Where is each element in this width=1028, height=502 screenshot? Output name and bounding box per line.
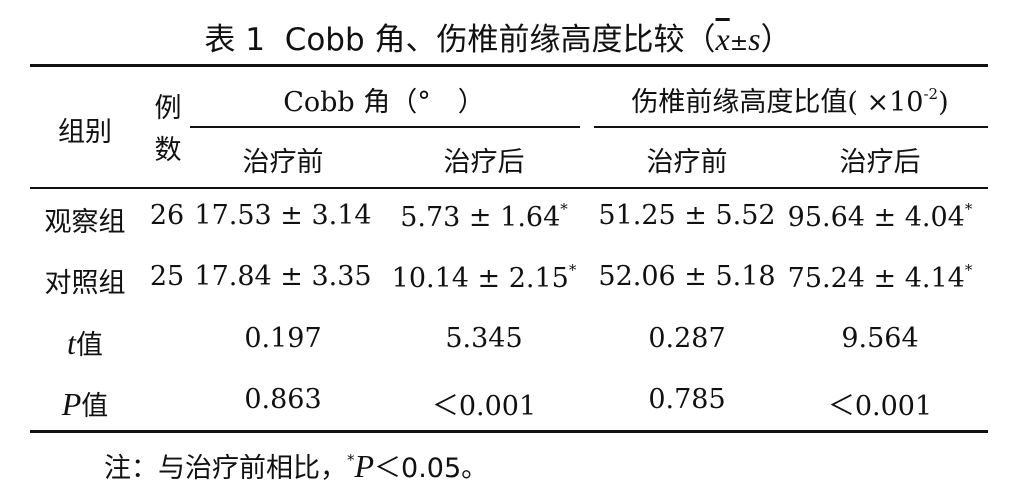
header-rule: [30, 187, 988, 189]
cell: 17.84 ± 3.35: [194, 261, 371, 292]
cell-sup: *: [964, 261, 973, 279]
cell-text: 17.53 ± 3.14: [194, 200, 372, 231]
header-cobb: Cobb 角（° ）: [283, 87, 485, 118]
row-label-text: 对照组: [44, 268, 126, 299]
title-pm: ±: [729, 31, 749, 56]
cell: ＜0.001: [828, 384, 932, 423]
subheader: 治疗后: [443, 147, 525, 178]
row-label: P值: [62, 384, 109, 423]
cell: 10.14 ± 2.15*: [392, 261, 577, 294]
row-n: 26: [149, 200, 185, 231]
header-group: 组别: [58, 117, 112, 148]
row-label: 观察组: [45, 200, 126, 239]
cell-text: 9.564: [841, 323, 919, 354]
row-label: t值: [67, 323, 103, 362]
row-label: 对照组: [45, 261, 126, 300]
note-prefix: 注：与治疗前相比，: [104, 453, 347, 484]
cell-sup: *: [560, 200, 568, 218]
cell-text: 5.73 ± 1.64: [400, 202, 561, 233]
cell-sup: *: [964, 200, 973, 218]
table-title: 表 1 Cobb 角、伤椎前缘高度比较（x±s）: [204, 14, 791, 59]
title-text: Cobb 角、伤椎前缘高度比较（: [284, 22, 716, 58]
cell-text: 0.863: [244, 384, 322, 415]
cell-text: ＜0.001: [431, 391, 537, 422]
table-note: 注：与治疗前相比，*P＜0.05。: [104, 446, 488, 485]
header-n: 例数: [154, 93, 182, 166]
title-label: 表 1: [204, 22, 265, 58]
mid-rule: [594, 126, 988, 128]
cell: 5.73 ± 1.64*: [400, 200, 568, 233]
row-label-italic: P: [61, 386, 82, 422]
mid-rule: [190, 126, 580, 128]
cell-text: 51.25 ± 5.52: [598, 200, 776, 231]
cell: 17.53 ± 3.14: [194, 200, 371, 231]
cell: 0.197: [244, 323, 321, 354]
title-mean: x: [715, 21, 730, 57]
cell-text: 5.345: [445, 323, 523, 354]
subheader: 治疗后: [839, 147, 921, 178]
cell: 95.64 ± 4.04*: [788, 200, 973, 233]
header-ratio-close: ): [938, 87, 949, 118]
row-label-text: 值: [75, 330, 103, 361]
header-ratio-sup: -2: [923, 85, 939, 103]
cell: 75.24 ± 4.14*: [788, 261, 973, 294]
bottom-rule: [30, 430, 988, 433]
cell-text: 17.84 ± 3.35: [194, 261, 372, 292]
cell-text: 10.14 ± 2.15: [391, 263, 569, 294]
cell: 52.06 ± 5.18: [598, 261, 775, 292]
cell: 0.785: [648, 384, 725, 415]
subheader: 治疗前: [242, 147, 324, 178]
cell: 9.564: [841, 323, 918, 354]
cell-text: 75.24 ± 4.14: [787, 263, 965, 294]
cell-sup: *: [568, 261, 577, 279]
row-label-italic: t: [67, 325, 76, 361]
row-label-text: 值: [81, 391, 109, 422]
header-ratio: 伤椎前缘高度比值( ×10-2): [631, 80, 948, 119]
cell: ＜0.001: [432, 384, 536, 423]
title-sd: s: [748, 21, 761, 57]
top-rule: [30, 64, 988, 67]
cell-text: 95.64 ± 4.04: [787, 202, 965, 233]
note-text: ＜0.05。: [374, 453, 489, 484]
cell: 51.25 ± 5.52: [598, 200, 775, 231]
title-close: ）: [760, 22, 792, 58]
note-sup: *: [347, 451, 355, 469]
cell-text: ＜0.001: [827, 391, 933, 422]
note-italic: P: [354, 448, 375, 484]
row-label-text: 观察组: [44, 207, 126, 238]
cell-text: 0.287: [648, 323, 726, 354]
cell-text: 0.785: [648, 384, 726, 415]
header-ratio-text: 伤椎前缘高度比值( ×10: [631, 87, 924, 118]
row-n: 25: [149, 261, 185, 292]
subheader: 治疗前: [646, 147, 728, 178]
cell-text: 52.06 ± 5.18: [598, 261, 776, 292]
cell: 0.863: [244, 384, 321, 415]
cell: 5.345: [445, 323, 522, 354]
cell: 0.287: [648, 323, 725, 354]
cell-text: 0.197: [244, 323, 322, 354]
